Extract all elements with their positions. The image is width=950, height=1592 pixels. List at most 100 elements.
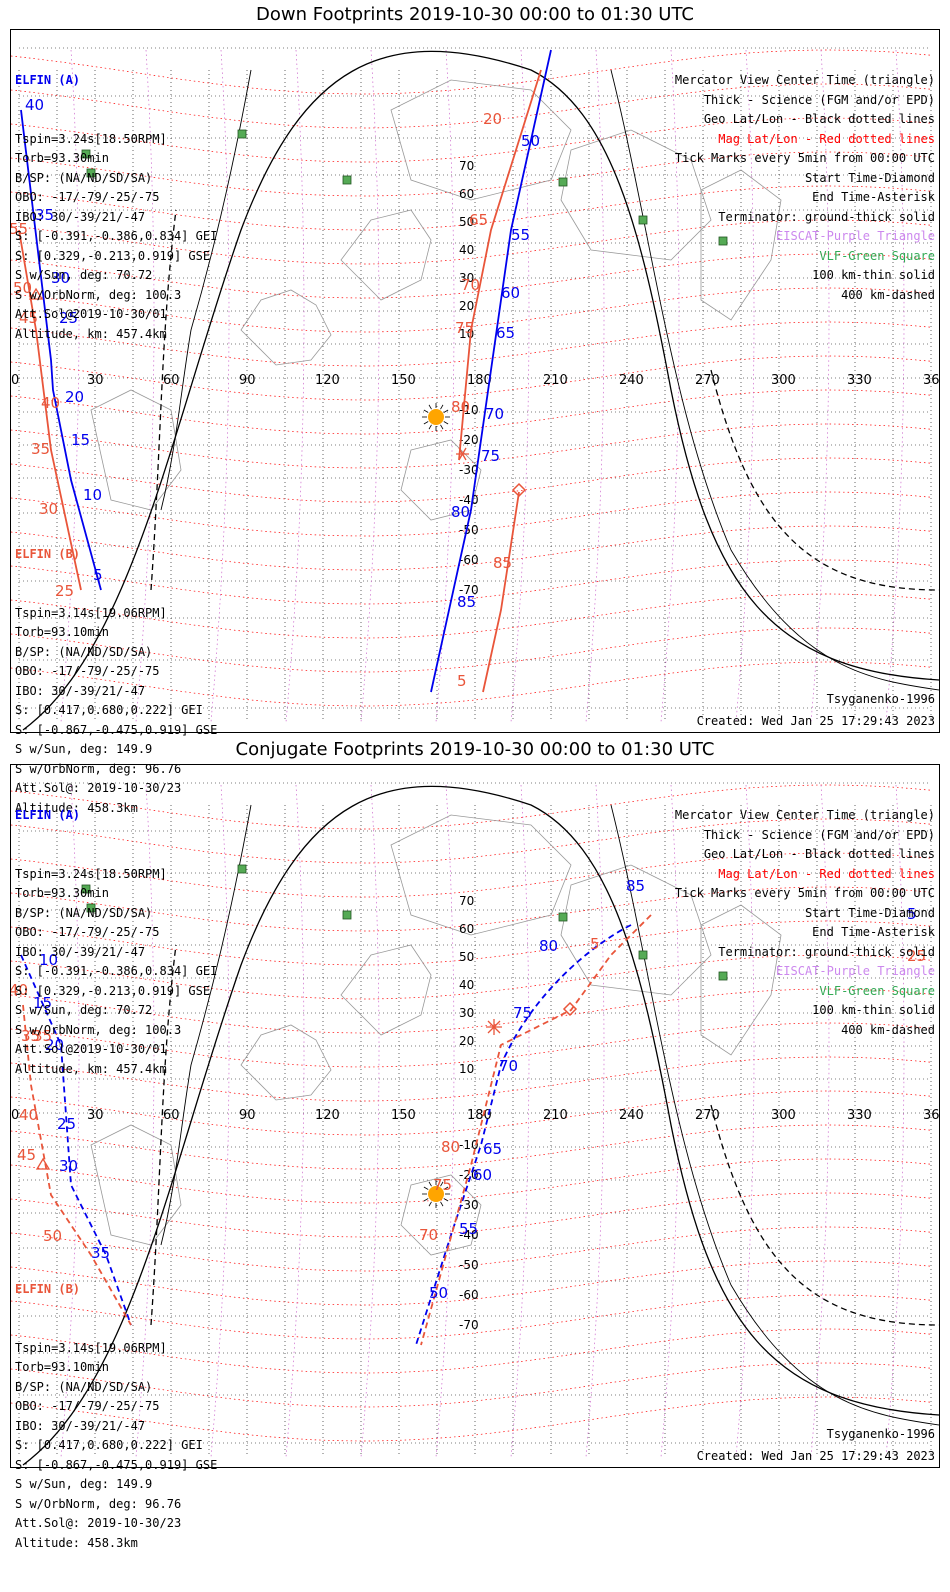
longitude-tick-label: 270: [695, 373, 720, 388]
latitude-label: -40: [459, 1228, 479, 1242]
legend-line: 100 km-thin solid: [812, 1003, 935, 1017]
elfin-a-tick-label: 5: [93, 566, 103, 584]
legend-line: VLF-Green Square: [819, 983, 935, 998]
longitude-tick-label: 330: [847, 373, 872, 388]
coastline: [240, 289, 332, 366]
legend-line: Mag Lat/Lon - Red dotted lines: [718, 131, 935, 146]
elfin-a-tick-label: 15: [33, 994, 52, 1012]
legend-line: Tick Marks every 5min from 00:00 UTC: [674, 151, 935, 165]
mag-meridian: [210, 784, 230, 1458]
elfin-b-tick-label: 85: [493, 554, 512, 572]
elfin-b-tick-label: 75: [433, 1176, 452, 1194]
longitude-tick-label: 90: [239, 373, 256, 388]
elfin-a-track-science: [430, 49, 552, 693]
sun-ray: [443, 409, 449, 413]
elfin-a-tick-label: 55: [459, 1220, 478, 1238]
sun-ray: [443, 1186, 449, 1190]
elfin-a-tick-label: 70: [485, 405, 504, 423]
legend-line: End Time-Asterisk: [812, 190, 935, 204]
vlf-station-square: [81, 884, 91, 894]
mag-meridian: [510, 784, 530, 1458]
info-line: IBO: 30/-39/21/-47: [15, 683, 146, 698]
vlf-station-square: [342, 175, 352, 185]
info-line: Altitude: 458.3km: [15, 800, 138, 815]
latitude-label: 20: [459, 299, 474, 313]
center-time-triangle: [35, 1157, 51, 1170]
legend-line: End Time-Asterisk: [812, 925, 935, 939]
terminator-100km: [160, 69, 252, 511]
latitude-label: 70: [459, 159, 474, 173]
elfin-a-tick-label: 55: [511, 226, 530, 244]
info-line: S: [-0.391,-0.386,0.834] GEI: [15, 964, 218, 978]
latitude-label: 70: [459, 894, 474, 908]
latitude-label: -50: [459, 1258, 479, 1272]
sun-ray: [443, 1198, 449, 1202]
latitude-label: -30: [459, 463, 479, 477]
elfin-a-tick-label: 5: [907, 905, 917, 923]
elfin-a-info: ELFIN (A) Tspin=3.24s[18.50RPM] Torb=93.3…: [15, 32, 217, 383]
terminator-400km: [150, 209, 177, 591]
longitude-tick-label: 240: [619, 373, 644, 388]
info-line: Altitude: 458.3km: [15, 1535, 138, 1550]
info-line: S w/Sun, deg: 70.72: [15, 1003, 153, 1017]
elfin-b-tick-label: 65: [469, 211, 488, 229]
center-time-triangle: [28, 287, 44, 300]
elfin-b-tick-label: 70: [419, 1226, 438, 1244]
info-line: OBO: -17/-79/-25/-75: [15, 190, 160, 204]
elfin-b-tick-label: 80: [441, 1138, 460, 1156]
elfin-b-tick-label: 45: [17, 1146, 36, 1164]
vlf-station-square: [638, 950, 648, 960]
terminator-400km: [710, 1104, 939, 1326]
vlf-station-square: [718, 971, 728, 981]
latitude-label: 30: [459, 1006, 474, 1020]
mag-meridian: [135, 784, 155, 1458]
sun-ray: [440, 404, 444, 410]
elfin-b-tick-label: 5: [457, 672, 467, 690]
legend-line: Mercator View Center Time (triangle): [674, 808, 935, 822]
map-canvas: 0 30 60 90 120 150 180 210 240 270 300 330 360 70 60 50…: [11, 782, 939, 1466]
mag-meridian: [60, 49, 80, 723]
longitude-tick-label: 180: [467, 1108, 492, 1123]
elfin-b-tick-label: 20: [483, 110, 502, 128]
info-line: Tspin=3.14s[19.06RPM]: [15, 1340, 167, 1355]
longitude-tick-label: 240: [619, 1108, 644, 1123]
longitude-tick-label: 60: [163, 373, 180, 388]
elfin-b-tick-label: 25: [907, 947, 926, 965]
info-line: IBO: 30/-39/21/-47: [15, 944, 146, 959]
coastline: [240, 1024, 332, 1101]
longitude-tick-label: 330: [847, 1108, 872, 1123]
vlf-station-square: [342, 910, 352, 920]
elfin-b-info: ELFIN (B) Tspin=3.14s[19.06RPM] Torb=93.1…: [15, 506, 217, 857]
longitude-tick-label: 210: [543, 1108, 568, 1123]
sun-ray: [423, 409, 429, 413]
vlf-station-square: [558, 912, 568, 922]
sun-ray: [443, 421, 449, 425]
vlf-station-square: [86, 903, 96, 913]
legend-line: Start Time-Diamond: [804, 905, 935, 920]
sun-ray: [440, 1181, 444, 1187]
info-line: S: [0.417,0.680,0.222] GEI: [15, 703, 203, 717]
latitude-label: -20: [459, 433, 479, 447]
info-line: OBO: -17/-79/-25/-75: [15, 1399, 160, 1413]
elfin-a-tick-label: 25: [59, 309, 78, 327]
info-line: OBO: -17/-79/-25/-75: [15, 664, 160, 678]
sun-ray: [428, 1181, 432, 1187]
elfin-b-tick-label: 40: [41, 394, 60, 412]
elfin-b-tick-label: 55: [11, 220, 28, 238]
elfin-b-tick-label: 50: [13, 279, 32, 297]
coastline: [340, 209, 432, 301]
info-line: Tspin=3.24s[18.50RPM]: [15, 131, 167, 146]
vlf-station-square: [81, 149, 91, 159]
coastline: [90, 389, 182, 511]
elfin-b-tick-label: 40: [11, 981, 28, 999]
info-line: S: [-0.867,-0.475,0.919] GSE: [15, 722, 218, 737]
elfin-a-tick-label: 20: [65, 388, 84, 406]
vlf-station-square: [237, 864, 247, 874]
legend-line: VLF-Green Square: [819, 248, 935, 263]
mag-meridian: [585, 784, 605, 1458]
vlf-station-square: [638, 215, 648, 225]
vlf-station-square: [86, 168, 96, 178]
map-canvas: 0 30 60 90 120 150 180 210 240 270 300 330 360 70 60 50…: [11, 47, 939, 731]
elfin-a-tick-label: 10: [83, 486, 102, 504]
elfin-b-tick-label: 75: [455, 319, 474, 337]
